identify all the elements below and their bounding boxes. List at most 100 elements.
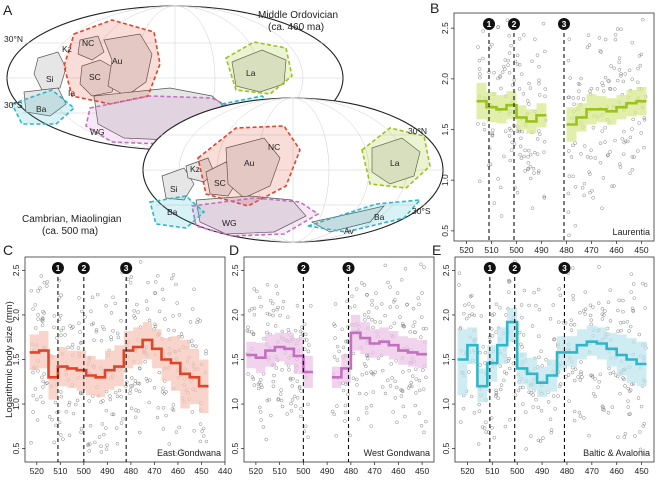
raw-datapoint (355, 377, 359, 382)
raw-datapoint (467, 302, 471, 306)
event-marker-label-2: 2 (81, 263, 86, 273)
raw-datapoint (534, 397, 538, 402)
raw-datapoint (548, 417, 553, 422)
raw-datapoint (588, 313, 593, 318)
map-label-au-bottom: Au (244, 158, 255, 168)
map-label-nc-top: NC (82, 38, 94, 48)
raw-datapoint (380, 302, 384, 306)
raw-datapoint (370, 298, 374, 303)
raw-datapoint (536, 405, 541, 410)
raw-datapoint (535, 53, 540, 57)
raw-datapoint (188, 320, 193, 324)
map-label-kz-top: Kz (62, 44, 72, 54)
raw-datapoint (585, 45, 590, 50)
raw-datapoint (174, 282, 178, 287)
raw-datapoint (92, 338, 96, 343)
raw-datapoint (87, 449, 91, 453)
raw-datapoint (389, 362, 393, 366)
raw-datapoint (631, 308, 635, 313)
raw-datapoint (572, 418, 577, 423)
raw-datapoint (601, 83, 605, 88)
x-tick-label: 490 (100, 466, 114, 476)
y-tick-label: 2.5 (440, 22, 450, 34)
panel-letter-d: D (229, 242, 239, 258)
raw-datapoint (417, 388, 422, 393)
raw-datapoint (369, 424, 373, 428)
raw-datapoint (198, 439, 203, 444)
raw-datapoint (522, 33, 526, 37)
raw-datapoint (541, 436, 545, 440)
raw-datapoint (488, 162, 493, 167)
raw-datapoint (496, 177, 500, 181)
x-tick-label: 450 (634, 245, 648, 255)
raw-datapoint (152, 385, 157, 390)
raw-datapoint (597, 265, 601, 269)
raw-datapoint (272, 373, 276, 378)
map-cambrian-miaolingian: 30°N 30°S Si Kz SC NC Au Ba WG Av Ba La … (22, 97, 444, 243)
raw-datapoint (483, 361, 487, 365)
raw-datapoint (75, 398, 80, 403)
raw-datapoint (394, 359, 398, 363)
raw-datapoint (572, 102, 576, 107)
y-tick-label: 1.5 (230, 353, 240, 365)
raw-datapoint (63, 333, 67, 337)
raw-datapoint (621, 298, 625, 303)
raw-datapoint (108, 397, 113, 402)
raw-datapoint (533, 37, 537, 42)
raw-datapoint (478, 179, 482, 184)
raw-datapoint (190, 343, 195, 348)
raw-datapoint (581, 309, 586, 313)
chart-panel-west-gondwana: D 2 3 520 510 500 490 480 470 460 450 0.5 1.0 1.5 2.0 2… (229, 242, 435, 476)
raw-datapoint (371, 390, 376, 394)
raw-datapoint (619, 74, 623, 78)
raw-datapoint (494, 392, 499, 397)
raw-datapoint (515, 53, 520, 58)
raw-datapoint (29, 288, 34, 293)
raw-datapoint (641, 17, 645, 22)
raw-datapoint (337, 349, 341, 354)
raw-datapoint (42, 280, 47, 285)
raw-datapoint (138, 260, 143, 264)
raw-datapoint (548, 317, 553, 321)
raw-datapoint (494, 394, 498, 398)
raw-datapoint (366, 310, 371, 314)
raw-datapoint (499, 214, 504, 218)
map-label-ia-top: Ia (68, 88, 75, 98)
raw-datapoint (537, 334, 541, 338)
raw-datapoint (603, 75, 608, 80)
raw-datapoint (255, 289, 259, 294)
x-tick-label: 520 (459, 245, 473, 255)
raw-datapoint (567, 174, 572, 178)
raw-datapoint (155, 415, 160, 420)
raw-datapoint (537, 78, 541, 83)
map-label-sc-top: SC (89, 72, 101, 82)
raw-datapoint (636, 149, 640, 153)
x-tick-label: 500 (296, 466, 310, 476)
raw-datapoint (395, 385, 399, 390)
raw-datapoint (639, 131, 643, 135)
x-tick-label: 470 (585, 466, 599, 476)
map-label-la-top: La (246, 68, 256, 78)
raw-datapoint (617, 60, 621, 65)
raw-datapoint (401, 404, 406, 409)
raw-datapoint (573, 223, 578, 228)
raw-datapoint (620, 137, 625, 141)
raw-datapoint (266, 322, 270, 327)
raw-datapoint (307, 343, 311, 347)
raw-datapoint (350, 294, 354, 299)
x-tick-label: 500 (77, 466, 91, 476)
raw-datapoint (287, 368, 291, 372)
raw-datapoint (364, 392, 368, 396)
raw-datapoint (637, 332, 642, 337)
raw-datapoint (133, 415, 138, 420)
raw-datapoint (137, 430, 142, 435)
raw-datapoint (482, 426, 487, 430)
raw-datapoint (383, 391, 388, 396)
raw-datapoint (579, 370, 583, 374)
raw-datapoint (628, 171, 632, 176)
raw-datapoint (470, 304, 475, 309)
raw-datapoint (476, 442, 481, 446)
raw-datapoint (519, 303, 524, 307)
raw-datapoint (517, 87, 522, 91)
raw-datapoint (515, 129, 520, 133)
